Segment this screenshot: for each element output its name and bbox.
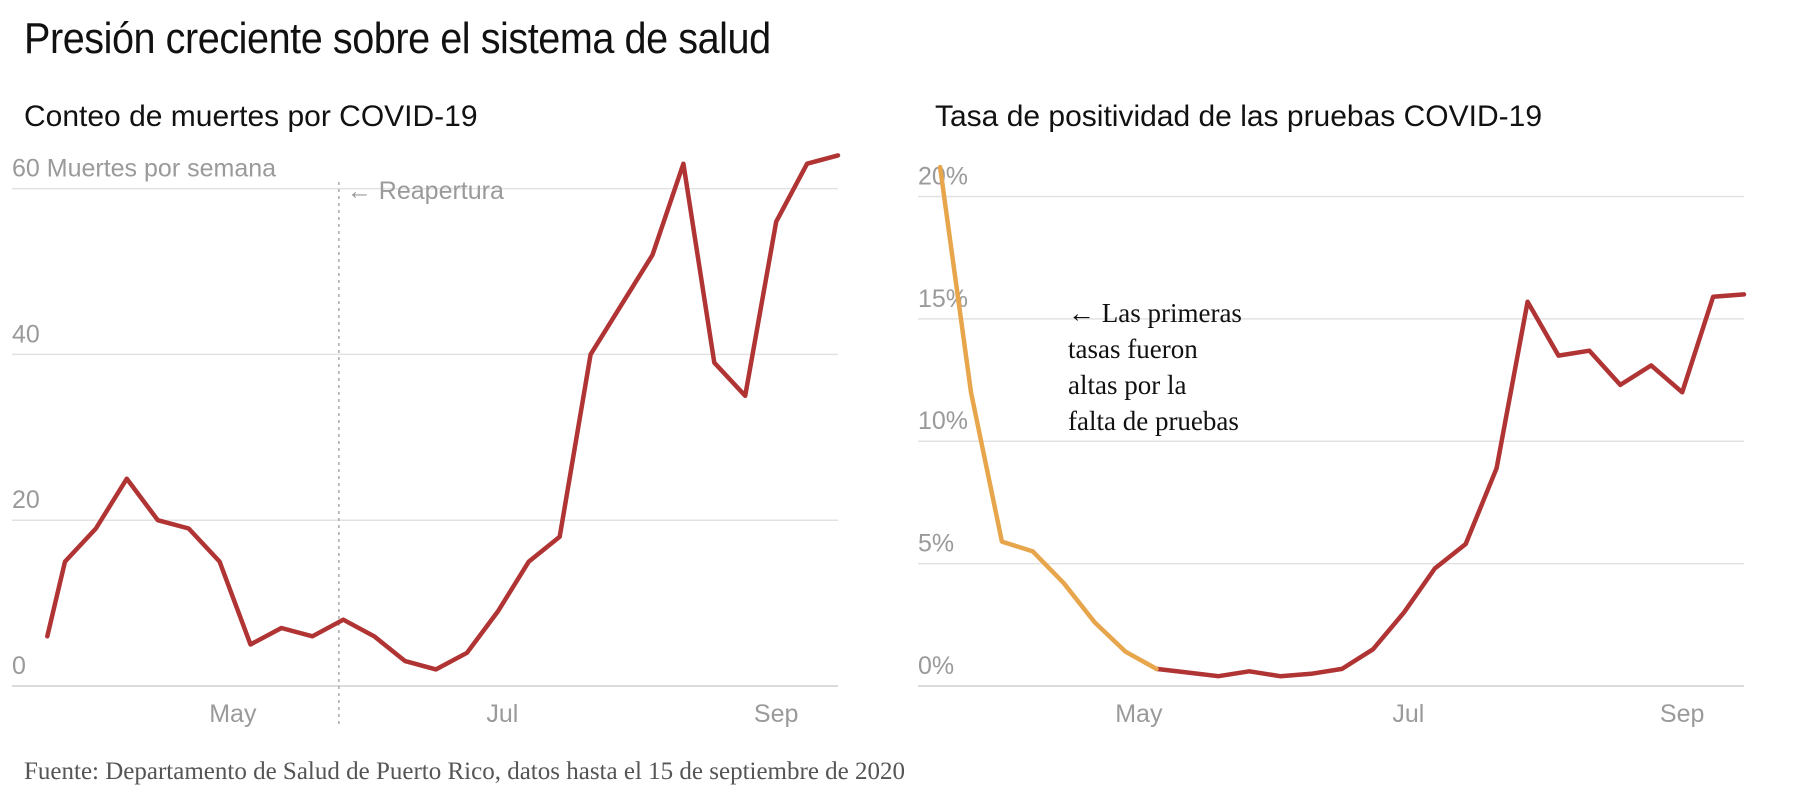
y-tick-label: 60 Muertes por semana [12,155,276,183]
x-tick-label: Sep [1660,700,1704,728]
x-tick-label: Jul [486,700,518,728]
reopening-label: ← Reapertura [347,177,504,205]
note-line: tasas fueron [1068,334,1198,364]
left-chart-title: Conteo de muertes por COVID-19 [24,100,478,133]
y-tick-label: 0 [12,652,26,680]
note-line: altas por la [1068,370,1186,400]
y-tick-label: 0% [918,652,954,680]
note-line: ← Las primeras [1068,298,1242,328]
deaths-chart: 0 20 40 60 Muertes por semana May Jul Sep ← Rea… [12,153,841,728]
x-tick-label: Sep [754,700,798,728]
page-title: Presión creciente sobre el sistema de sa… [24,14,771,63]
series-line [45,153,841,672]
y-tick-label: 40 [12,320,40,348]
early-series-line [937,164,1159,672]
positivity-chart: 0%5%10%15%20%May Jul Sep← Las primerastasa… [918,162,1747,728]
right-chart-title: Tasa de positividad de las pruebas COVID… [935,100,1543,133]
x-tick-label: May [1115,700,1163,728]
series-line [1154,292,1747,679]
x-tick-label: May [209,700,257,728]
source-note: Fuente: Departamento de Salud de Puerto … [24,758,906,785]
note-line: falta de pruebas [1068,406,1239,436]
y-tick-label: 20 [12,486,40,514]
y-tick-label: 10% [918,407,968,435]
y-tick-label: 5% [918,530,954,558]
x-tick-label: Jul [1392,700,1424,728]
